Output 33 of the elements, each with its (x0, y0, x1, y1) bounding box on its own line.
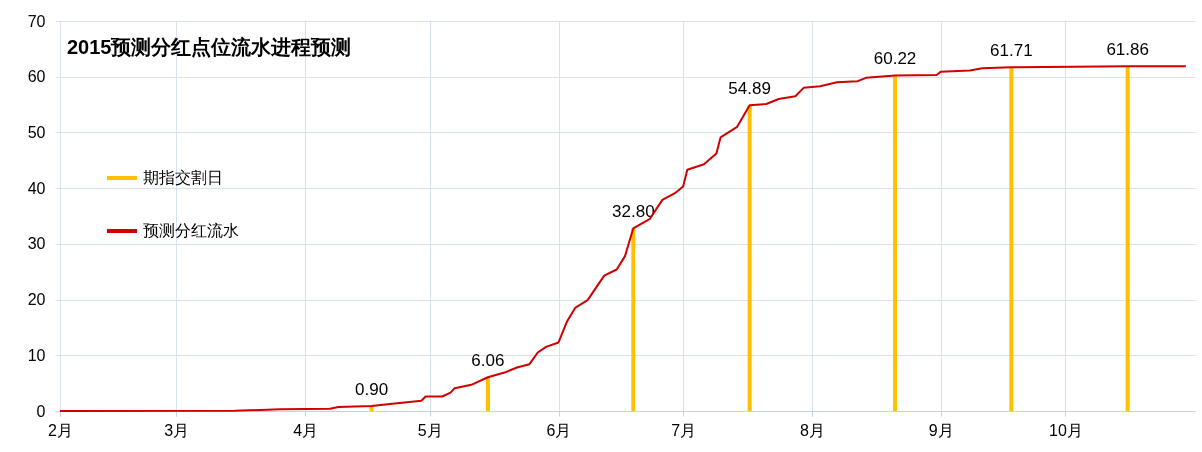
x-tick-label: 7月 (671, 421, 697, 439)
x-tick-label: 2月 (48, 421, 73, 439)
y-tick-label: 50 (27, 123, 46, 141)
data-label: 0.90 (355, 379, 389, 399)
data-label: 61.86 (1106, 40, 1149, 60)
bar (747, 105, 752, 411)
data-label: 61.71 (990, 41, 1033, 61)
x-tick-label: 6月 (546, 421, 572, 439)
x-tick-label: 5月 (417, 421, 443, 439)
data-label: 32.80 (612, 202, 655, 222)
y-tick-label: 10 (27, 346, 46, 364)
x-tick-label: 10月 (1048, 421, 1083, 439)
data-label: 60.22 (873, 49, 917, 69)
y-tick-label: 70 (27, 12, 46, 30)
x-tick-label: 4月 (293, 421, 319, 439)
data-label: 6.06 (471, 351, 505, 371)
x-tick-label: 3月 (164, 421, 190, 439)
legend-label: 期指交割日 (143, 169, 223, 186)
bar (631, 228, 636, 411)
y-tick-label: 30 (27, 235, 46, 253)
text: 2015预测分红点位流水进程预测 (67, 36, 352, 58)
bar (893, 75, 898, 411)
x-tick-label: 9月 (928, 421, 954, 439)
legend-label: 预测分红流水 (143, 222, 239, 239)
y-tick-label: 20 (27, 291, 46, 309)
data-label: 54.89 (728, 79, 771, 99)
y-tick-label: 0 (36, 402, 46, 420)
bar (1125, 66, 1130, 411)
y-tick-label: 60 (27, 68, 46, 86)
y-tick-label: 40 (27, 179, 46, 197)
bar (485, 377, 490, 411)
bar (1009, 67, 1014, 411)
x-tick-label: 8月 (800, 421, 825, 439)
